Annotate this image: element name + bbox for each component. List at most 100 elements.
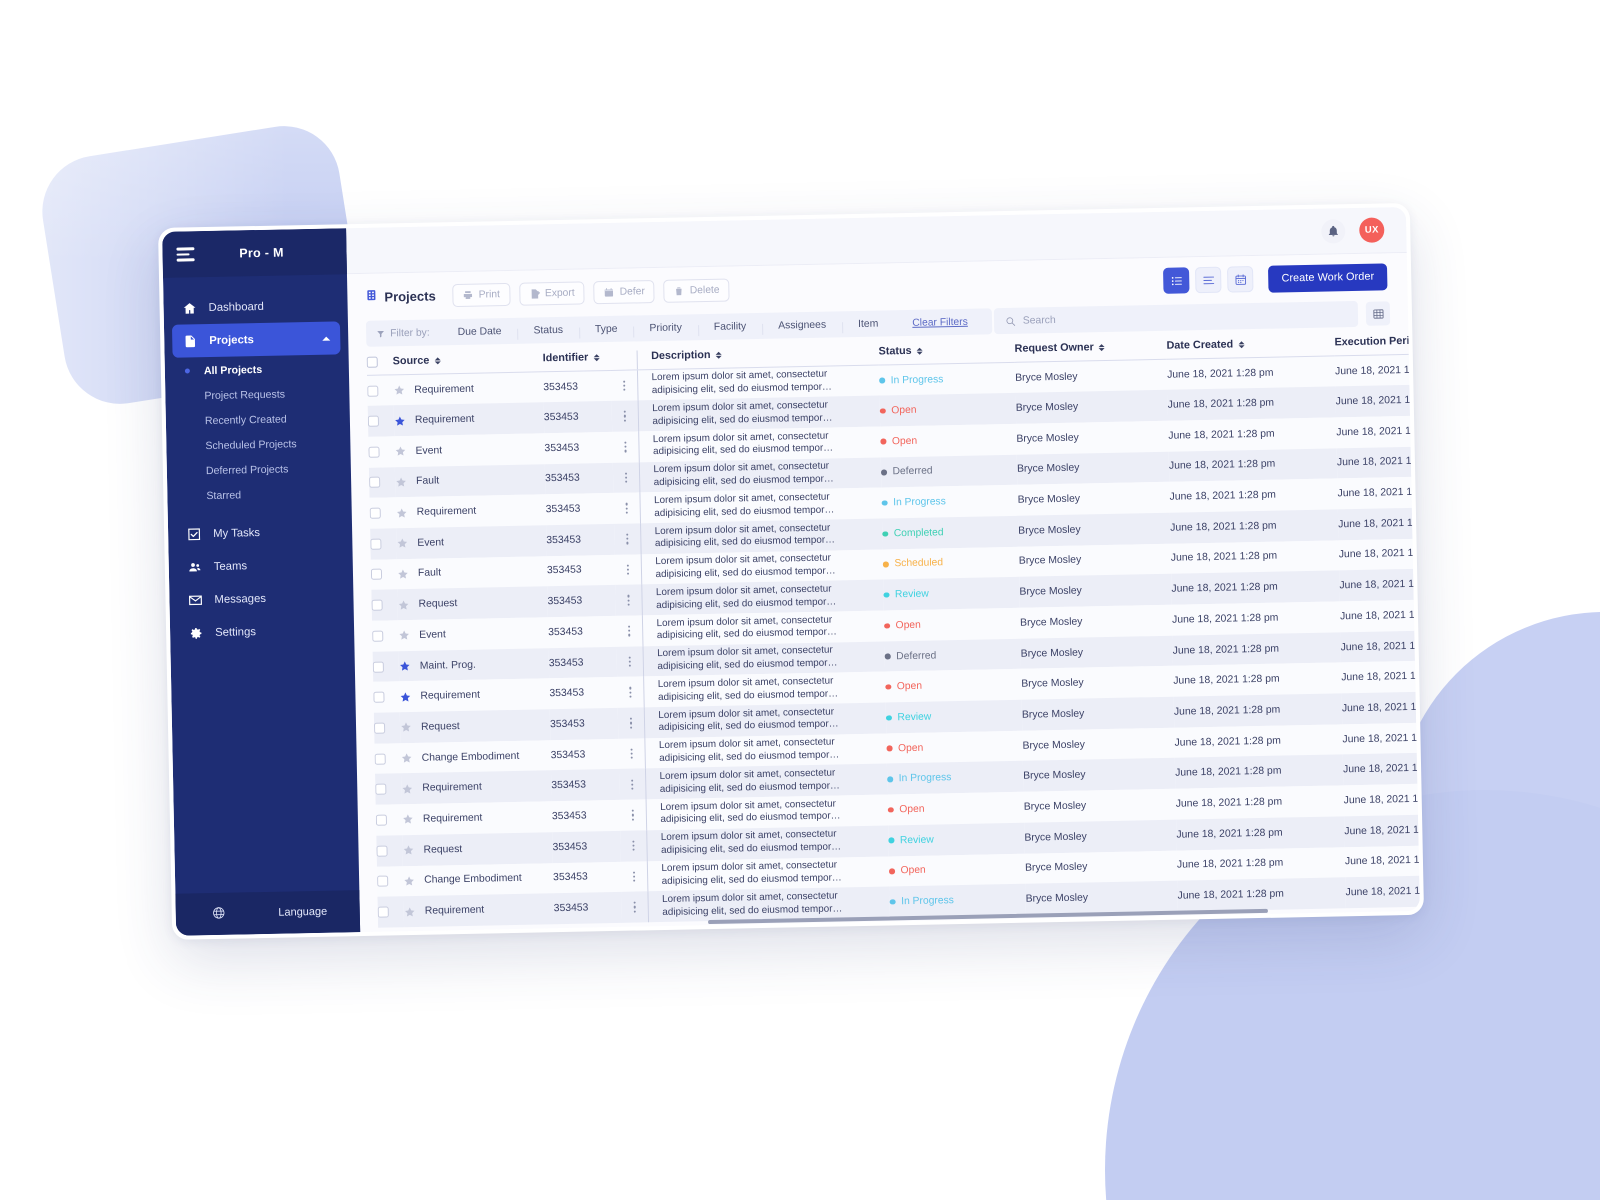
table-row[interactable]: Event 353453 Lorem ipsum dolor sit amet, c…	[371, 597, 1420, 652]
star-icon[interactable]	[394, 415, 406, 427]
row-more-menu-icon[interactable]	[615, 594, 641, 606]
table-row[interactable]: Change Embodiment 353453 Lorem ipsum dolor…	[376, 843, 1420, 897]
table-row[interactable]: Requirement 353453 Lorem ipsum dolor sit a…	[366, 352, 1420, 407]
row-checkbox[interactable]	[372, 661, 384, 673]
row-more-menu-icon[interactable]	[612, 410, 638, 422]
row-checkbox[interactable]	[375, 783, 387, 796]
star-icon[interactable]	[399, 660, 411, 672]
sidebar-subitem-all-projects[interactable]: All Projects	[165, 356, 349, 383]
grid-icon[interactable]	[1365, 301, 1391, 326]
row-checkbox[interactable]	[369, 477, 381, 489]
sidebar-subitem-scheduled-projects[interactable]: Scheduled Projects	[166, 431, 350, 458]
table-row[interactable]: Request 353453 Lorem ipsum dolor sit amet,…	[373, 689, 1420, 744]
sidebar-item-projects[interactable]: Projects	[171, 321, 341, 358]
sidebar-subitem-deferred-projects[interactable]: Deferred Projects	[167, 456, 351, 483]
view-toggle-calendar[interactable]	[1227, 266, 1254, 293]
row-more-menu-icon[interactable]	[611, 380, 637, 392]
clear-filters-link[interactable]: Clear Filters	[912, 316, 968, 329]
table-row[interactable]: Requirement 353453 Lorem ipsum dolor sit a…	[375, 751, 1420, 805]
row-checkbox[interactable]	[368, 446, 380, 458]
table-row[interactable]: Maint. Prog. 353453 Lorem ipsum dolor sit …	[372, 628, 1420, 683]
star-icon[interactable]	[404, 905, 416, 917]
column-header-identifier[interactable]: Identifier	[542, 350, 637, 372]
view-toggle-compact[interactable]	[1195, 266, 1222, 294]
table-row[interactable]: Requirement 353453 Lorem ipsum dolor sit a…	[369, 475, 1420, 529]
star-icon[interactable]	[396, 537, 408, 549]
sidebar-item-messages[interactable]: Messages	[177, 580, 346, 616]
row-checkbox[interactable]	[371, 599, 383, 611]
star-icon[interactable]	[393, 384, 405, 396]
filter-status[interactable]: Status	[517, 324, 579, 336]
bell-icon[interactable]	[1321, 218, 1346, 244]
table-row[interactable]: Requirement 353453 Lorem ipsum dolor sit a…	[367, 383, 1420, 437]
sort-icon[interactable]	[593, 353, 600, 361]
row-more-menu-icon[interactable]	[613, 472, 639, 483]
sidebar-subitem-recently-created[interactable]: Recently Created	[166, 406, 350, 433]
star-icon[interactable]	[398, 629, 410, 641]
star-icon[interactable]	[403, 875, 415, 887]
row-more-menu-icon[interactable]	[616, 625, 642, 637]
row-more-menu-icon[interactable]	[614, 533, 640, 545]
column-header-status[interactable]: Status	[878, 342, 1015, 366]
row-more-menu-icon[interactable]	[612, 441, 638, 453]
sidebar-subitem-project-requests[interactable]: Project Requests	[165, 381, 349, 408]
star-icon[interactable]	[402, 813, 414, 825]
select-all-checkbox[interactable]	[366, 356, 378, 368]
row-more-menu-icon[interactable]	[619, 779, 645, 790]
row-more-menu-icon[interactable]	[621, 871, 647, 882]
sidebar-item-teams[interactable]: Teams	[176, 547, 345, 583]
hamburger-menu-icon[interactable]	[176, 247, 195, 262]
star-icon[interactable]	[400, 721, 412, 733]
view-toggle-list[interactable]	[1163, 267, 1190, 294]
table-row[interactable]: Change Embodiment 353453 Lorem ipsum dolor…	[374, 720, 1420, 775]
filter-item[interactable]: Item	[842, 318, 894, 330]
search-box[interactable]	[993, 300, 1359, 335]
star-icon[interactable]	[402, 844, 414, 856]
sidebar-item-settings[interactable]: Settings	[178, 613, 347, 649]
column-header-execution-period[interactable]: Execution Period	[1334, 334, 1420, 356]
star-icon[interactable]	[394, 445, 406, 457]
row-checkbox[interactable]	[370, 538, 382, 550]
row-more-menu-icon[interactable]	[614, 502, 640, 514]
row-checkbox[interactable]	[373, 722, 386, 734]
row-more-menu-icon[interactable]	[622, 901, 648, 913]
avatar[interactable]: UX	[1359, 217, 1385, 243]
sidebar-item-dashboard[interactable]: Dashboard	[171, 288, 340, 324]
create-work-order-button[interactable]: Create Work Order	[1268, 262, 1388, 293]
table-row[interactable]: Requirement 353453 Lorem ipsum dolor sit a…	[375, 782, 1420, 836]
row-more-menu-icon[interactable]	[619, 748, 645, 760]
row-more-menu-icon[interactable]	[617, 687, 643, 698]
row-checkbox[interactable]	[377, 875, 389, 888]
sort-icon[interactable]	[715, 351, 722, 359]
table-row[interactable]: Requirement 353453 Lorem ipsum dolor sit a…	[373, 659, 1420, 713]
table-row[interactable]: Event 353453 Lorem ipsum dolor sit amet, c…	[370, 505, 1420, 560]
filter-priority[interactable]: Priority	[633, 322, 698, 334]
star-icon[interactable]	[401, 752, 413, 764]
row-checkbox[interactable]	[369, 507, 381, 519]
row-more-menu-icon[interactable]	[620, 809, 646, 821]
row-checkbox[interactable]	[370, 569, 383, 581]
export-button[interactable]: Export	[518, 280, 585, 306]
table-row[interactable]: Request 353453 Lorem ipsum dolor sit amet,…	[371, 567, 1420, 621]
sort-icon[interactable]	[1238, 340, 1245, 348]
sort-icon[interactable]	[1098, 343, 1105, 351]
filter-assignees[interactable]: Assignees	[762, 319, 842, 332]
print-button[interactable]: Print	[452, 282, 511, 307]
search-input[interactable]	[1022, 308, 1348, 327]
row-more-menu-icon[interactable]	[618, 717, 644, 729]
row-checkbox[interactable]	[372, 630, 384, 642]
star-icon[interactable]	[399, 691, 411, 703]
row-more-menu-icon[interactable]	[617, 656, 643, 667]
defer-button[interactable]: Defer	[593, 279, 656, 304]
table-row[interactable]: Event 353453 Lorem ipsum dolor sit amet, c…	[368, 413, 1420, 468]
star-icon[interactable]	[395, 476, 407, 488]
row-checkbox[interactable]	[375, 814, 388, 826]
star-icon[interactable]	[396, 507, 408, 519]
delete-button[interactable]: Delete	[663, 278, 730, 303]
star-icon[interactable]	[397, 568, 409, 580]
row-checkbox[interactable]	[367, 415, 380, 427]
star-icon[interactable]	[401, 783, 413, 795]
filter-type[interactable]: Type	[579, 323, 634, 335]
sort-icon[interactable]	[434, 356, 441, 364]
table-row[interactable]: Requirement 353453 Lorem ipsum dolor sit a…	[377, 874, 1420, 928]
